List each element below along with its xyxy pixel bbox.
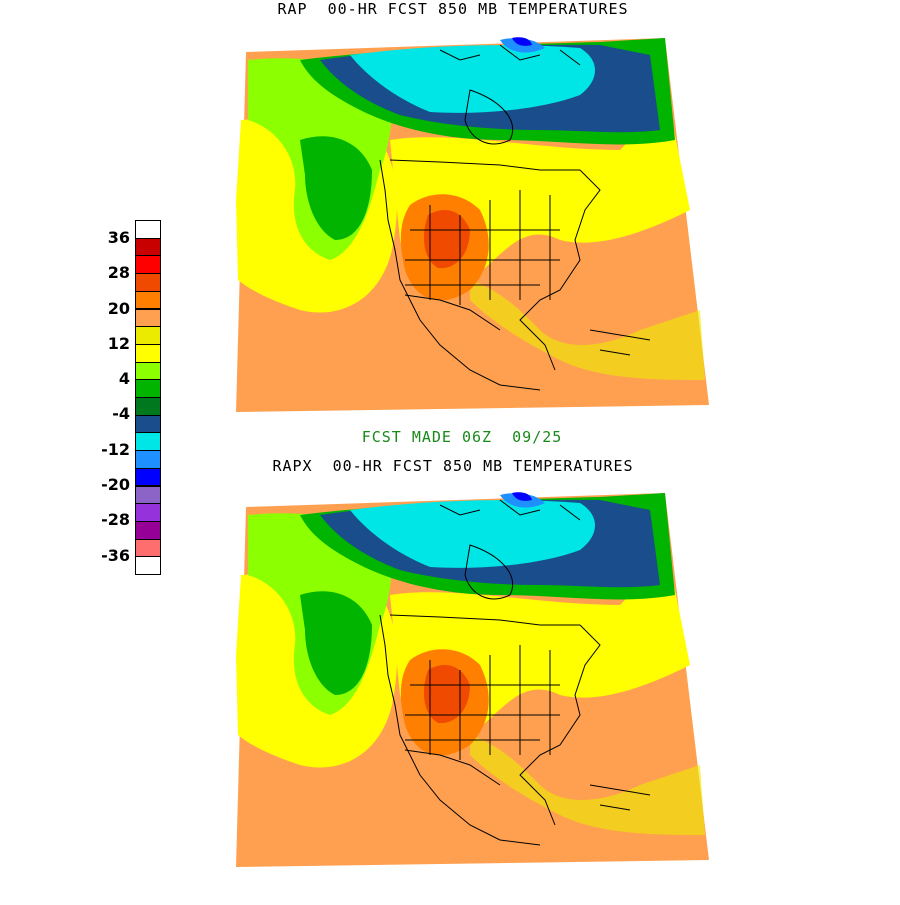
- forecast-made-label: FCST MADE 06Z 09/25: [361, 428, 563, 446]
- legend-color-box: [135, 450, 161, 469]
- legend-color-box: [135, 220, 161, 239]
- legend-color-box: [135, 520, 161, 540]
- deep-blue-spot: [512, 37, 532, 46]
- border-us-mexico: [404, 749, 501, 786]
- legend-label: 28: [107, 263, 130, 282]
- top-map-lines: [379, 44, 651, 391]
- coastline-east: [519, 169, 601, 371]
- legend-color-box: [135, 273, 161, 292]
- legend-label: -20: [101, 475, 130, 494]
- legend-label: 36: [107, 228, 130, 247]
- border-us-mexico: [404, 294, 501, 331]
- legend-color-box: [135, 290, 161, 310]
- caribbean: [589, 784, 651, 811]
- legend-color-box: [135, 485, 161, 505]
- bottom-panel-title: RAPX 00-HR FCST 850 MB TEMPERATURES: [272, 457, 634, 475]
- state-lines: [405, 190, 560, 305]
- temperature-legend: [135, 220, 163, 575]
- legend-color-box: [135, 467, 161, 487]
- legend-label: -36: [101, 546, 130, 565]
- dark-green-west: [300, 136, 372, 240]
- legend-label: 20: [107, 299, 130, 318]
- top-temperature-map: [236, 37, 709, 412]
- yellow-south: [470, 280, 705, 380]
- cyan-north: [350, 500, 595, 568]
- top-map-fill: [236, 37, 709, 412]
- legend-label: -12: [101, 440, 130, 459]
- deep-blue-spot: [512, 492, 532, 501]
- bottom-map-lines: [379, 499, 651, 846]
- hudson-bay: [464, 544, 514, 600]
- top-panel-title: RAP 00-HR FCST 850 MB TEMPERATURES: [277, 0, 629, 18]
- legend-color-box: [135, 361, 161, 381]
- legend-color-box: [135, 255, 161, 275]
- bottom-temperature-map: [236, 492, 709, 867]
- coastline-west: [379, 614, 541, 846]
- state-lines: [405, 645, 560, 760]
- bottom-map-fill: [236, 492, 709, 867]
- caribbean: [589, 329, 651, 356]
- legend-color-box: [135, 379, 161, 398]
- border-us-canada: [389, 159, 580, 171]
- arctic-islands: [439, 44, 581, 66]
- legend-color-box: [135, 538, 161, 558]
- cyan-north: [350, 45, 595, 113]
- coastline-west: [379, 159, 541, 391]
- arctic-islands: [439, 499, 581, 521]
- legend-label: 4: [118, 369, 130, 388]
- legend-label: -28: [101, 510, 130, 529]
- legend-color-box: [135, 237, 161, 257]
- hot-core: [423, 210, 470, 269]
- legend-label: 12: [107, 334, 130, 353]
- legend-color-box: [135, 432, 161, 452]
- legend-color-box: [135, 503, 161, 522]
- dark-green-west: [300, 591, 372, 695]
- hot-core: [423, 665, 470, 724]
- hudson-bay: [464, 89, 514, 145]
- yellow-south: [470, 735, 705, 835]
- legend-color-box: [135, 397, 161, 416]
- legend-color-box: [135, 308, 161, 328]
- legend-label: -4: [112, 404, 130, 423]
- legend-color-box: [135, 556, 161, 575]
- border-us-canada: [389, 614, 580, 626]
- legend-color-box: [135, 343, 161, 363]
- legend-color-box: [135, 326, 161, 345]
- legend-color-box: [135, 414, 161, 434]
- coastline-east: [519, 624, 601, 826]
